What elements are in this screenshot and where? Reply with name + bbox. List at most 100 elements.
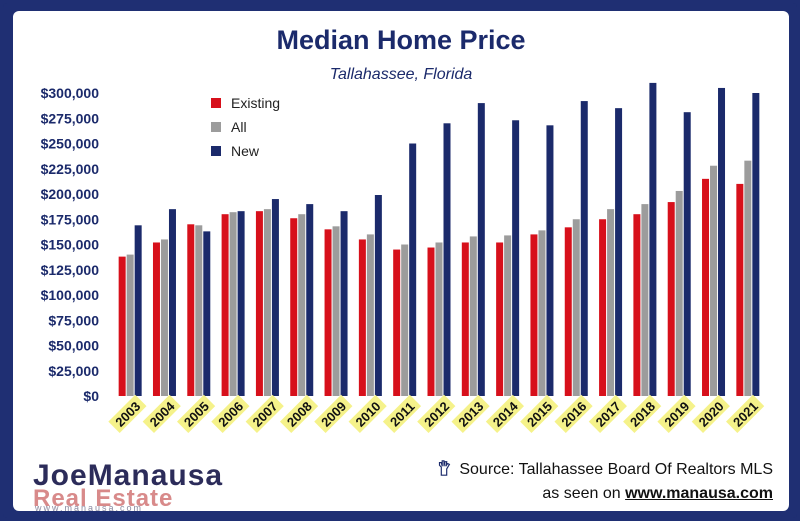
bar-existing bbox=[496, 242, 504, 396]
chart-frame: Median Home Price Tallahassee, Florida $… bbox=[3, 3, 797, 518]
y-tick-label: $225,000 bbox=[41, 161, 100, 177]
y-tick-label: $200,000 bbox=[41, 186, 100, 202]
x-tick-bg bbox=[176, 394, 216, 433]
x-tick-bg bbox=[108, 394, 147, 433]
bar-existing bbox=[702, 178, 710, 396]
bar-new bbox=[409, 143, 417, 396]
bar-existing bbox=[152, 242, 160, 396]
legend-swatch bbox=[211, 122, 221, 132]
bar-new bbox=[374, 195, 382, 396]
bar-new bbox=[271, 199, 279, 396]
y-tick-label: $150,000 bbox=[41, 237, 100, 253]
legend-label: New bbox=[231, 143, 260, 159]
bar-new bbox=[649, 82, 657, 397]
bar-new bbox=[477, 103, 485, 396]
source-text: Source: Tallahassee Board Of Realtors ML… bbox=[459, 461, 773, 478]
x-tick-bg bbox=[211, 394, 250, 433]
logo-subtitle: Real Estate bbox=[33, 485, 174, 511]
bar-existing bbox=[667, 202, 675, 396]
x-tick-bg bbox=[451, 394, 490, 433]
bar-new bbox=[203, 231, 211, 396]
y-tick-label: $75,000 bbox=[48, 312, 99, 328]
bar-all bbox=[538, 230, 546, 396]
x-tick-bg bbox=[417, 394, 456, 433]
bar-all bbox=[572, 219, 580, 396]
bar-all bbox=[744, 160, 752, 396]
y-tick-label: $250,000 bbox=[41, 136, 100, 152]
bar-existing bbox=[427, 247, 435, 396]
bar-new bbox=[580, 101, 588, 396]
x-tick-group: 2018 bbox=[623, 394, 662, 433]
chart-panel: Median Home Price Tallahassee, Florida $… bbox=[13, 11, 789, 511]
bar-all bbox=[332, 226, 340, 396]
bar-all bbox=[195, 225, 203, 396]
bar-all bbox=[675, 190, 683, 396]
x-tick-bg bbox=[554, 394, 593, 433]
x-tick-group: 2005 bbox=[176, 394, 216, 433]
bar-existing bbox=[461, 242, 469, 396]
bar-all bbox=[435, 242, 443, 396]
x-tick-group: 2010 bbox=[348, 394, 387, 433]
x-tick-group: 2015 bbox=[520, 394, 559, 433]
bar-new bbox=[168, 209, 176, 396]
source-line: Source: Tallahassee Board Of Realtors ML… bbox=[435, 459, 773, 479]
bar-all bbox=[607, 209, 615, 396]
bar-all bbox=[469, 236, 477, 396]
x-tick-group: 2004 bbox=[142, 394, 181, 433]
y-tick-label: $125,000 bbox=[41, 262, 100, 278]
bar-existing bbox=[599, 219, 607, 396]
x-tick-group: 2014 bbox=[485, 394, 525, 433]
x-tick-bg bbox=[245, 394, 284, 433]
bar-new bbox=[237, 211, 245, 396]
x-tick-bg bbox=[623, 394, 662, 433]
bar-chart: $0 $25,000 $50,000 $75,000 $100,000 $125,000 $… bbox=[41, 82, 765, 433]
x-tick-group: 2003 bbox=[108, 394, 147, 433]
x-tick-group: 2020 bbox=[691, 394, 730, 433]
logo-name: JoeManausa bbox=[33, 459, 224, 492]
x-tick-bg bbox=[279, 394, 319, 433]
x-tick-group: 2017 bbox=[588, 394, 627, 433]
bar-all bbox=[710, 165, 718, 396]
x-tick-bg bbox=[485, 394, 525, 433]
source-link[interactable]: www.manausa.com bbox=[625, 485, 773, 502]
source-prefix: as seen on bbox=[542, 485, 626, 502]
x-tick-group: 2013 bbox=[451, 394, 490, 433]
bar-existing bbox=[530, 234, 538, 396]
bar-new bbox=[340, 211, 348, 396]
x-tick-bg bbox=[657, 394, 696, 433]
x-tick-group: 2016 bbox=[554, 394, 593, 433]
x-tick-bg bbox=[588, 394, 627, 433]
bar-all bbox=[160, 239, 168, 396]
x-tick-bg bbox=[691, 394, 730, 433]
bar-all bbox=[229, 212, 237, 396]
bar-new bbox=[546, 125, 554, 396]
chart-title: Median Home Price bbox=[276, 25, 526, 55]
bar-existing bbox=[290, 218, 298, 396]
bar-new bbox=[443, 123, 451, 397]
x-tick-group: 2009 bbox=[314, 394, 353, 433]
bar-all bbox=[298, 214, 306, 396]
bar-existing bbox=[324, 229, 332, 396]
x-tick-bg bbox=[142, 394, 181, 433]
source-link-line: as seen on www.manausa.com bbox=[542, 485, 773, 503]
bar-existing bbox=[221, 214, 229, 396]
y-tick-label: $175,000 bbox=[41, 211, 100, 227]
legend-label: All bbox=[231, 119, 247, 135]
bar-new bbox=[615, 108, 623, 397]
x-tick-group: 2012 bbox=[417, 394, 456, 433]
bar-new bbox=[512, 120, 520, 397]
x-tick-bg bbox=[348, 394, 387, 433]
bar-new bbox=[306, 204, 314, 396]
bar-existing bbox=[187, 224, 195, 396]
x-tick-group: 2007 bbox=[245, 394, 284, 433]
bar-all bbox=[641, 204, 649, 396]
bar-new bbox=[134, 225, 142, 396]
x-tick-group: 2019 bbox=[657, 394, 696, 433]
bar-all bbox=[401, 244, 409, 396]
legend-swatch bbox=[211, 146, 221, 156]
y-tick-label: $0 bbox=[83, 388, 99, 404]
legend-swatch bbox=[211, 98, 221, 108]
x-tick-group: 2011 bbox=[382, 394, 422, 433]
x-tick-bg bbox=[726, 394, 765, 433]
y-tick-label: $300,000 bbox=[41, 85, 100, 101]
